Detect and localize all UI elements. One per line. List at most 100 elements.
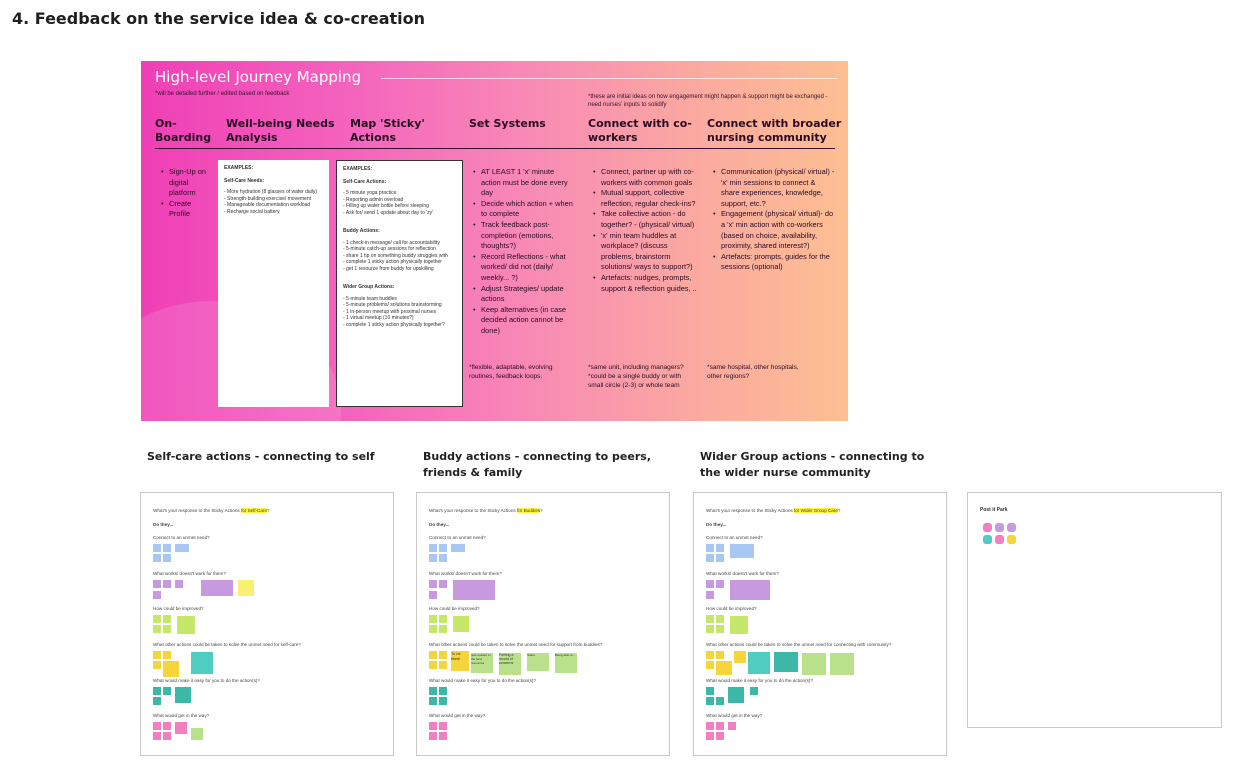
sticky-note[interactable]: [439, 580, 447, 588]
sticky-note[interactable]: [439, 732, 447, 740]
sticky-note[interactable]: [706, 554, 714, 562]
post-it-park-board[interactable]: Post it Park: [967, 492, 1222, 728]
sticky-note[interactable]: [238, 580, 254, 596]
sticky-note[interactable]: [802, 653, 826, 675]
sticky-note[interactable]: To be liked!: [451, 651, 469, 671]
sticky-note[interactable]: [716, 722, 724, 730]
sticky-note[interactable]: [153, 687, 161, 695]
sticky-note[interactable]: [730, 616, 748, 634]
sticky-note[interactable]: [706, 580, 714, 588]
sticky-note[interactable]: [983, 535, 992, 544]
sticky-note[interactable]: [429, 580, 437, 588]
sticky-note[interactable]: [163, 687, 171, 695]
sticky-note[interactable]: [716, 651, 724, 659]
sticky-note[interactable]: [1007, 523, 1016, 532]
sticky-note[interactable]: Share: [527, 653, 549, 671]
sticky-note[interactable]: [774, 652, 798, 672]
sticky-note[interactable]: [429, 661, 437, 669]
sticky-note[interactable]: [163, 580, 171, 588]
sticky-note[interactable]: [175, 544, 189, 552]
sticky-note[interactable]: [716, 554, 724, 562]
sticky-note[interactable]: [439, 722, 447, 730]
buddy-board[interactable]: What's your response to the Sticky Actio…: [416, 492, 670, 756]
sticky-note[interactable]: [439, 615, 447, 623]
sticky-note[interactable]: [716, 625, 724, 633]
sticky-note[interactable]: [716, 580, 724, 588]
sticky-note[interactable]: gets quicker to the best resources: [471, 653, 493, 673]
sticky-note[interactable]: [439, 661, 447, 669]
sticky-note[interactable]: [163, 554, 171, 562]
sticky-note[interactable]: [201, 580, 233, 596]
sticky-note[interactable]: [439, 544, 447, 552]
sticky-note[interactable]: [439, 554, 447, 562]
journey-mapping-frame[interactable]: High-level Journey Mapping *will be deta…: [141, 61, 848, 421]
sticky-note[interactable]: [153, 722, 161, 730]
sticky-note[interactable]: [716, 544, 724, 552]
sticky-note[interactable]: [175, 722, 187, 734]
sticky-note[interactable]: [439, 625, 447, 633]
sticky-note[interactable]: [983, 523, 992, 532]
sticky-note[interactable]: [429, 625, 437, 633]
sticky-note[interactable]: [429, 722, 437, 730]
sticky-note[interactable]: [995, 535, 1004, 544]
sticky-note[interactable]: [153, 625, 161, 633]
sticky-note[interactable]: [429, 554, 437, 562]
sticky-note[interactable]: [453, 580, 495, 600]
wider-group-board[interactable]: What's your response to the Sticky Actio…: [693, 492, 947, 756]
sticky-note[interactable]: [453, 616, 469, 632]
sticky-note[interactable]: [153, 615, 161, 623]
sticky-note[interactable]: [153, 697, 161, 705]
sticky-note[interactable]: [163, 625, 171, 633]
sticky-note[interactable]: [163, 651, 171, 659]
sticky-note[interactable]: [153, 554, 161, 562]
sticky-note[interactable]: [429, 697, 437, 705]
sticky-note[interactable]: [730, 580, 770, 600]
sticky-note[interactable]: [163, 722, 171, 730]
sticky-note[interactable]: [706, 625, 714, 633]
sticky-note[interactable]: [706, 697, 714, 705]
sticky-note[interactable]: [728, 687, 744, 703]
sticky-note[interactable]: [716, 615, 724, 623]
sticky-note[interactable]: [451, 544, 465, 552]
sticky-note[interactable]: [153, 661, 161, 669]
sticky-note[interactable]: [1007, 535, 1016, 544]
sticky-note[interactable]: [153, 651, 161, 659]
sticky-note[interactable]: [716, 661, 732, 675]
sticky-note[interactable]: Being able to...: [555, 653, 577, 673]
sticky-note[interactable]: [163, 732, 171, 740]
sticky-note[interactable]: [716, 697, 724, 705]
sticky-note[interactable]: [730, 544, 754, 558]
sticky-note[interactable]: [175, 687, 191, 703]
sticky-note[interactable]: [153, 591, 161, 599]
sticky-note[interactable]: [439, 697, 447, 705]
sticky-note[interactable]: [429, 615, 437, 623]
sticky-note[interactable]: [706, 732, 714, 740]
sticky-note[interactable]: [750, 687, 758, 695]
sticky-note[interactable]: [706, 591, 714, 599]
sticky-note[interactable]: [706, 687, 714, 695]
self-care-board[interactable]: What's your response to the Sticky Actio…: [140, 492, 394, 756]
sticky-note[interactable]: [706, 651, 714, 659]
sticky-note[interactable]: [153, 732, 161, 740]
sticky-note[interactable]: Feeling a record of concerns: [499, 653, 521, 675]
sticky-note[interactable]: [728, 722, 736, 730]
sticky-note[interactable]: [177, 616, 195, 634]
sticky-note[interactable]: [429, 687, 437, 695]
sticky-note[interactable]: [163, 615, 171, 623]
sticky-note[interactable]: [153, 580, 161, 588]
sticky-note[interactable]: [429, 732, 437, 740]
sticky-note[interactable]: [163, 661, 179, 677]
sticky-note[interactable]: [191, 652, 213, 674]
sticky-note[interactable]: [706, 722, 714, 730]
sticky-note[interactable]: [830, 653, 854, 675]
sticky-note[interactable]: [706, 615, 714, 623]
sticky-note[interactable]: [706, 544, 714, 552]
sticky-note[interactable]: [175, 580, 183, 588]
sticky-note[interactable]: [716, 732, 724, 740]
sticky-note[interactable]: [429, 544, 437, 552]
sticky-note[interactable]: [706, 661, 714, 669]
sticky-note[interactable]: [439, 687, 447, 695]
sticky-note[interactable]: [429, 591, 437, 599]
sticky-note[interactable]: [429, 651, 437, 659]
sticky-note[interactable]: [163, 544, 171, 552]
